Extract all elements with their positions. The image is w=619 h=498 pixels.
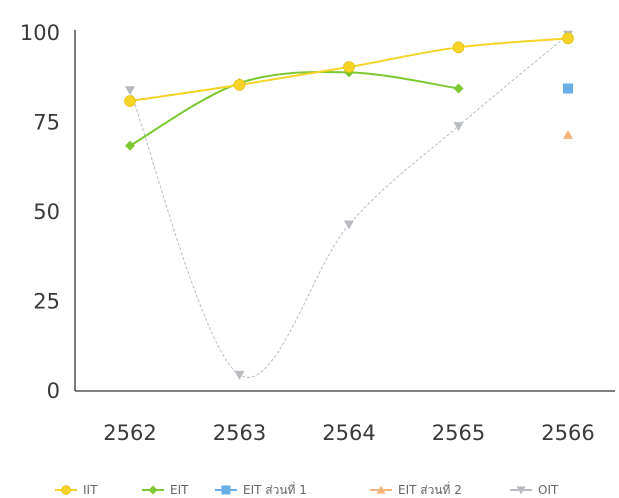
series-eit-ส่วนที่-2	[563, 130, 573, 140]
y-tick-label: 50	[33, 200, 60, 224]
data-point	[233, 79, 246, 91]
y-tick-label: 0	[47, 379, 60, 403]
x-tick-label: 2564	[322, 421, 375, 445]
legend-label: IIT	[83, 483, 98, 497]
legend-item[interactable]: OIT	[510, 483, 559, 497]
legend-marker	[61, 485, 71, 495]
x-tick-label: 2565	[432, 421, 485, 445]
data-point	[562, 32, 574, 45]
data-point	[563, 130, 573, 140]
data-point	[125, 86, 135, 96]
legend-label: EIT ส่วนที่ 2	[398, 481, 462, 497]
legend-item[interactable]: EIT ส่วนที่ 2	[370, 481, 462, 497]
series-oit	[125, 30, 573, 380]
legend-item[interactable]: EIT ส่วนที่ 1	[215, 481, 307, 497]
data-point	[452, 41, 465, 54]
series-eit-ส่วนที่-1	[563, 83, 573, 94]
data-point	[124, 95, 136, 107]
legend-marker	[516, 486, 526, 495]
data-point	[344, 220, 354, 230]
series-eit	[125, 67, 464, 151]
legend-label: EIT ส่วนที่ 1	[243, 481, 307, 497]
y-tick-label: 100	[20, 21, 60, 45]
data-point	[453, 83, 464, 94]
series-iit	[124, 32, 574, 107]
series-line	[129, 70, 459, 147]
y-tick-label: 75	[33, 111, 60, 135]
y-tick-label: 25	[33, 290, 60, 314]
series-layer	[124, 30, 574, 380]
y-axis: 0 25 50 75 100	[20, 21, 76, 403]
data-point	[563, 83, 573, 94]
legend[interactable]: IIT EIT EIT ส่วนที่ 1 EIT ส่วนที่ 2 OIT	[55, 481, 559, 497]
legend-marker	[376, 485, 386, 494]
legend-marker	[148, 485, 158, 495]
legend-label: OIT	[538, 483, 559, 497]
data-point	[125, 140, 135, 151]
x-axis: 2562 2563 2564 2565 2566	[75, 390, 615, 445]
data-point	[453, 122, 464, 132]
x-tick-label: 2562	[103, 421, 156, 445]
legend-item[interactable]: EIT	[142, 483, 189, 497]
x-tick-label: 2563	[213, 421, 266, 445]
legend-label: EIT	[170, 483, 189, 497]
legend-item[interactable]: IIT	[55, 483, 98, 497]
data-point	[234, 370, 245, 380]
x-tick-label: 2566	[541, 421, 594, 445]
data-point	[343, 61, 355, 73]
series-line	[129, 34, 569, 378]
legend-marker	[221, 485, 231, 495]
